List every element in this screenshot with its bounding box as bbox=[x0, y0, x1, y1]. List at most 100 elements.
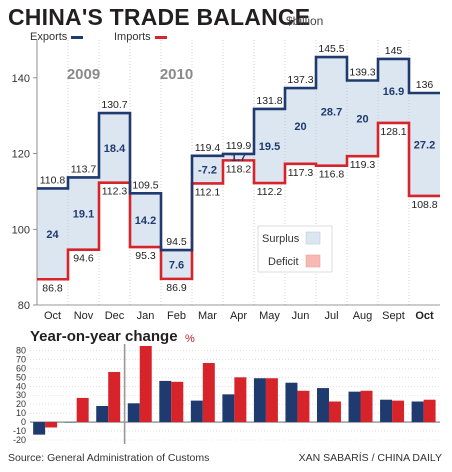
legend-surplus-label: Surplus bbox=[262, 233, 300, 245]
balance-label: 20 bbox=[356, 113, 368, 125]
yoy-tick-label: 0 bbox=[21, 417, 26, 427]
balance-label: 18.4 bbox=[104, 143, 126, 155]
balance-label: 14.2 bbox=[135, 215, 156, 227]
surplus-area bbox=[68, 177, 99, 250]
yoy-imports-bar bbox=[328, 401, 341, 423]
imports-value-label: 86.9 bbox=[166, 282, 187, 294]
exports-value-label: 119.9 bbox=[226, 140, 252, 152]
chart-title: CHINA'S TRADE BALANCE bbox=[8, 4, 311, 30]
exports-value-label: 113.7 bbox=[71, 163, 97, 175]
balance-label: 16.9 bbox=[383, 86, 404, 98]
yoy-exports-bar bbox=[285, 382, 298, 423]
exports-value-label: 110.8 bbox=[40, 174, 66, 186]
balance-label: 1.7 bbox=[231, 152, 246, 164]
yoy-title: Year-on-year change bbox=[30, 328, 178, 345]
yoy-exports-bar bbox=[96, 405, 109, 423]
yoy-tick-label: 30 bbox=[16, 390, 26, 400]
yoy-tick-label: 10 bbox=[16, 408, 26, 418]
yoy-exports-bar bbox=[190, 400, 203, 423]
surplus-area bbox=[316, 57, 347, 166]
x-tick-label: Aug bbox=[353, 310, 373, 322]
imports-value-label: 95.3 bbox=[135, 250, 156, 262]
imports-value-label: 117.3 bbox=[288, 167, 314, 179]
exports-value-label: 131.8 bbox=[256, 95, 282, 107]
source-note: Source: General Administration of Custom… bbox=[8, 452, 210, 464]
yoy-imports-bar bbox=[139, 346, 152, 423]
yoy-tick-label: -10 bbox=[13, 426, 26, 436]
yoy-imports-bar bbox=[234, 377, 247, 423]
yoy-tick-label: 50 bbox=[16, 372, 26, 382]
x-tick-label: Jul bbox=[324, 310, 338, 322]
surplus-area bbox=[99, 113, 130, 183]
exports-value-label: 136 bbox=[416, 79, 434, 91]
surplus-area bbox=[347, 80, 378, 157]
surplus-area bbox=[254, 108, 285, 184]
yoy-exports-bar bbox=[348, 391, 361, 423]
surplus-area bbox=[285, 88, 316, 164]
exports-value-label: 137.3 bbox=[287, 74, 313, 86]
imports-value-label: 94.6 bbox=[73, 253, 94, 265]
exports-value-label: 145.5 bbox=[318, 43, 344, 55]
imports-value-label: 128.1 bbox=[380, 126, 406, 138]
yoy-unit: % bbox=[185, 333, 195, 345]
year-label: 2010 bbox=[160, 66, 193, 83]
x-tick-label: Jun bbox=[292, 310, 310, 322]
yoy-exports-bar bbox=[411, 401, 424, 423]
legend-imports-swatch bbox=[154, 35, 167, 39]
yoy-imports-bar bbox=[108, 371, 121, 423]
exports-value-label: 109.5 bbox=[132, 179, 158, 191]
x-tick-label: Nov bbox=[74, 310, 94, 322]
yoy-tick-label: -20 bbox=[13, 435, 26, 445]
yoy-exports-bar bbox=[127, 403, 140, 423]
surplus-area bbox=[378, 58, 409, 123]
unit-label: $billion bbox=[286, 14, 324, 28]
exports-value-label: 94.5 bbox=[166, 236, 187, 248]
legend-imports: Imports bbox=[114, 31, 167, 43]
yoy-exports-bar bbox=[159, 380, 172, 423]
x-tick-label: Apr bbox=[230, 310, 247, 322]
y-tick-label: 100 bbox=[12, 224, 30, 236]
balance-label: 20 bbox=[294, 121, 306, 133]
yoy-tick-label: 70 bbox=[16, 354, 26, 364]
surplus-area bbox=[37, 188, 68, 280]
legend-imports-label: Imports bbox=[114, 31, 151, 43]
imports-value-label: 116.8 bbox=[319, 169, 345, 181]
surplus-area bbox=[130, 193, 161, 248]
balance-label: 28.7 bbox=[321, 106, 342, 118]
x-tick-label: Sept bbox=[382, 310, 405, 322]
legend-deficit-label: Deficit bbox=[268, 256, 299, 268]
imports-value-label: 108.8 bbox=[411, 199, 437, 211]
x-tick-label: Oct bbox=[415, 310, 434, 322]
x-tick-label: Mar bbox=[198, 310, 217, 322]
yoy-imports-bar bbox=[392, 400, 405, 423]
imports-line bbox=[37, 121, 440, 281]
yoy-exports-bar bbox=[33, 422, 46, 435]
yoy-tick-label: 60 bbox=[16, 363, 26, 373]
credit-note: XAN SABARÍS / CHINA DAILY bbox=[298, 452, 442, 464]
imports-value-label: 112.3 bbox=[102, 186, 128, 198]
yoy-imports-bar bbox=[171, 381, 184, 423]
yoy-imports-bar bbox=[297, 390, 310, 423]
exports-value-label: 119.4 bbox=[195, 142, 221, 154]
x-tick-label: Feb bbox=[167, 310, 186, 322]
yoy-imports-bar bbox=[423, 399, 436, 423]
surplus-area bbox=[192, 155, 223, 184]
exports-value-label: 130.7 bbox=[101, 99, 127, 111]
x-tick-label: Oct bbox=[44, 310, 61, 322]
year-label: 2009 bbox=[67, 66, 100, 83]
yoy-exports-bar bbox=[222, 394, 235, 423]
yoy-exports-bar bbox=[317, 388, 329, 423]
yoy-exports-bar bbox=[253, 378, 266, 423]
legend-deficit-swatch bbox=[305, 254, 321, 268]
surplus-area bbox=[161, 250, 192, 279]
balance-label: 27.2 bbox=[414, 139, 435, 151]
legend-exports: Exports bbox=[30, 31, 84, 43]
x-tick-label: Jan bbox=[137, 310, 155, 322]
y-tick-label: 140 bbox=[12, 73, 30, 85]
balance-label: 24 bbox=[46, 229, 59, 241]
legend-exports-swatch bbox=[71, 35, 84, 39]
yoy-tick-label: 80 bbox=[16, 345, 26, 355]
exports-value-label: 145 bbox=[385, 45, 403, 57]
surplus-area bbox=[409, 93, 440, 196]
legend-exports-label: Exports bbox=[30, 31, 68, 43]
